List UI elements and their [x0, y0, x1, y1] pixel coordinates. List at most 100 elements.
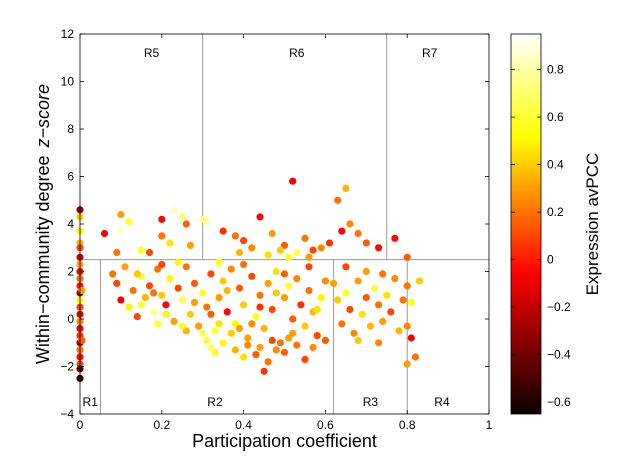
data-point	[293, 275, 301, 283]
data-point	[289, 329, 297, 337]
data-point	[301, 355, 309, 363]
data-point	[174, 258, 182, 266]
region-label: R4	[434, 395, 450, 409]
data-point	[207, 310, 215, 318]
data-point	[244, 341, 252, 349]
data-point	[407, 334, 415, 342]
data-point	[227, 265, 235, 273]
data-point	[113, 248, 121, 257]
colorbar-label: Expression avPCC	[583, 153, 602, 296]
plot-background	[80, 34, 489, 414]
region-label: R2	[207, 395, 223, 409]
y-axis-ticks: −4 −2 0 2 4 6 8 10 12	[60, 27, 489, 421]
data-point	[317, 244, 325, 252]
data-point	[305, 286, 313, 295]
region-label: R7	[422, 46, 438, 60]
x-tick-label: 0.2	[153, 418, 170, 432]
data-point	[354, 336, 362, 344]
data-point	[150, 289, 158, 297]
x-tick-label: 0.4	[235, 418, 252, 432]
y-axis-label-italic: z−score	[33, 84, 53, 149]
data-point	[133, 270, 141, 278]
region-label: R3	[363, 395, 379, 409]
colorbar-tick-label: 0.2	[547, 205, 564, 219]
region-labels: R1 R2 R3 R4 R5 R6 R7	[83, 46, 450, 409]
data-point	[100, 229, 109, 238]
data-point	[280, 348, 289, 356]
data-point	[244, 334, 252, 342]
data-point	[199, 329, 207, 337]
x-tick-label: 1	[486, 418, 493, 432]
y-tick-label: 6	[67, 170, 74, 184]
data-point	[125, 218, 133, 226]
data-point	[346, 220, 354, 228]
data-point	[150, 308, 158, 316]
colorbar-tick-label: −0.4	[547, 348, 571, 362]
data-point	[321, 336, 329, 344]
data-point	[231, 232, 239, 240]
data-point	[235, 248, 244, 257]
data-point	[219, 227, 227, 235]
colorbar-tick-label: 0.8	[547, 63, 564, 77]
y-tick-label: 2	[67, 265, 74, 279]
data-point	[272, 289, 280, 297]
data-point	[362, 267, 370, 276]
data-point	[240, 353, 248, 361]
x-tick-label: 0	[77, 418, 84, 432]
data-point	[354, 277, 362, 285]
data-point	[260, 324, 268, 333]
data-point	[190, 279, 199, 287]
data-point	[182, 327, 190, 335]
data-point	[379, 317, 387, 325]
data-point	[379, 270, 387, 278]
y-tick-label: 0	[67, 312, 74, 326]
data-point	[231, 320, 239, 328]
x-tick-label: 0.6	[317, 418, 334, 432]
data-point	[264, 279, 272, 287]
colorbar-tick-label: 0	[547, 253, 554, 267]
data-point	[403, 360, 411, 368]
data-point	[375, 339, 383, 347]
data-point	[211, 327, 219, 335]
data-point	[268, 305, 276, 314]
data-point	[391, 234, 399, 242]
data-point	[285, 253, 293, 261]
data-point	[256, 291, 264, 299]
data-point	[346, 305, 354, 314]
colorbar-tick-label: 0.6	[547, 110, 564, 124]
data-point	[166, 239, 174, 247]
data-point	[325, 239, 334, 247]
data-point	[362, 239, 370, 247]
x-axis-label: Participation coefficient	[192, 431, 377, 451]
data-point	[240, 237, 248, 245]
y-axis-label-main: Within−community degree	[33, 155, 53, 364]
data-point	[256, 343, 264, 352]
data-point	[137, 301, 145, 309]
data-point	[256, 213, 264, 221]
data-point	[170, 317, 178, 325]
data-point	[207, 343, 215, 352]
data-point	[211, 348, 219, 356]
data-point	[350, 329, 358, 337]
data-point	[223, 308, 231, 316]
data-point	[285, 282, 293, 290]
data-point	[137, 246, 145, 254]
data-point	[321, 277, 329, 285]
x-tick-label: 0.8	[399, 418, 416, 432]
data-point	[199, 289, 207, 297]
data-point	[370, 284, 379, 292]
data-point	[403, 282, 411, 290]
data-point	[186, 310, 194, 318]
data-point	[133, 313, 141, 321]
data-point	[268, 336, 276, 344]
data-point	[182, 263, 190, 271]
data-point	[117, 210, 125, 219]
data-point	[182, 220, 190, 228]
data-point	[252, 351, 260, 359]
data-point	[276, 339, 284, 347]
data-point	[313, 305, 321, 314]
data-point	[215, 258, 223, 266]
colorbar-tick-label: −0.2	[547, 300, 571, 314]
data-point	[354, 229, 362, 238]
